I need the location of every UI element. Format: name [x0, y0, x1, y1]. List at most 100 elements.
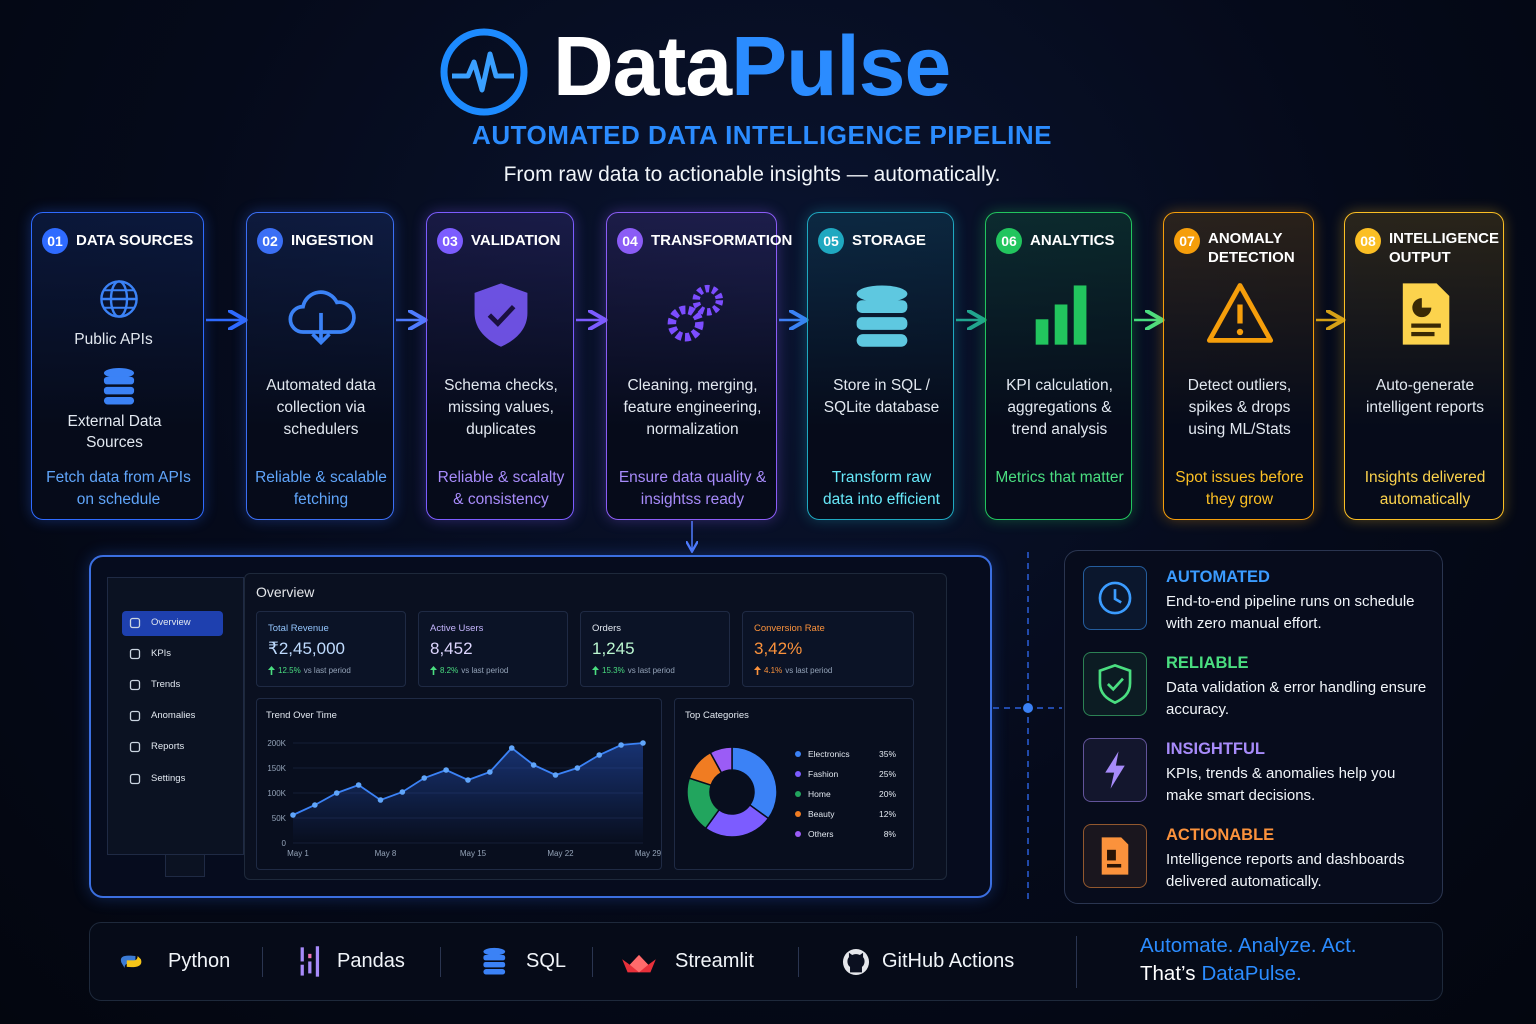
decor [129, 617, 141, 629]
area [293, 743, 643, 843]
point [333, 790, 340, 796]
decor [1411, 331, 1435, 337]
decor [103, 376, 134, 385]
up-arrow [268, 666, 275, 675]
decor [268, 666, 275, 675]
link-dot [1023, 703, 1033, 713]
legend-value: 12% [879, 809, 896, 819]
icon [1035, 285, 1086, 345]
legend-value: 35% [879, 749, 896, 759]
decor [1035, 319, 1048, 345]
up-arrow [754, 666, 761, 675]
decor [1098, 663, 1132, 705]
legend-value: 20% [879, 789, 896, 799]
x-tick-label: May 22 [547, 849, 574, 858]
kpi-label: Active Users [430, 623, 484, 634]
x-tick-label: May 1 [287, 849, 309, 858]
nav-icon [129, 679, 141, 691]
decor [129, 679, 141, 691]
tech-name: Streamlit [675, 950, 754, 972]
step-number: 03 [437, 228, 463, 254]
step-title: INTELLIGENCE OUTPUT [1389, 230, 1500, 266]
x-tick-label: May 15 [460, 849, 487, 858]
icon [1402, 283, 1450, 345]
decor [308, 961, 312, 974]
legend-label: Electronics [808, 749, 850, 759]
step-title: TRANSFORMATION [651, 232, 793, 249]
step-card: 02 INGESTION Automated data collection via… [246, 212, 394, 520]
decor [129, 648, 141, 660]
nav-icon [129, 617, 141, 629]
decor [629, 954, 649, 973]
source-label: Public APIs [74, 331, 153, 348]
nav-icon [129, 648, 141, 660]
kpi-change: 4.1% [764, 666, 783, 675]
separator [440, 947, 441, 977]
monitor-stand [165, 855, 205, 877]
title-main: Data [553, 19, 732, 113]
icon [622, 954, 656, 973]
nav-item: Trends [151, 679, 181, 690]
decor [856, 334, 907, 347]
decor [483, 954, 506, 961]
step-highlight: Reliable & scalalty & consistency [437, 469, 565, 508]
point [596, 752, 603, 758]
decor [308, 953, 312, 959]
y-tick-label: 0 [282, 839, 287, 848]
decor [667, 305, 704, 342]
step-number: 05 [818, 228, 844, 254]
step-description: Store in SQL / SQLite database [823, 377, 940, 416]
logo-pulse [452, 51, 514, 93]
tech-name: Pandas [337, 950, 405, 972]
decor [300, 964, 304, 976]
point [377, 797, 384, 803]
decor [103, 396, 134, 405]
feature-text: KPIs, trends & anomalies help you make s… [1166, 765, 1396, 804]
nav-icon [129, 741, 141, 753]
feature-title: INSIGHTFUL [1166, 740, 1265, 758]
point [530, 762, 537, 768]
icon [1105, 751, 1125, 789]
tech-bar [89, 922, 1443, 1001]
decor [126, 956, 142, 968]
kpi-change: 12.5% [278, 666, 301, 675]
kpi-change-row: 8.2% vs last period [430, 666, 508, 675]
decor [129, 773, 141, 785]
step-card: 01 DATA SOURCES Public APIs External Data S… [31, 212, 204, 520]
feature-text: Data validation & error handling ensure … [1166, 679, 1427, 718]
feature-text: Intelligence reports and dashboards deli… [1166, 851, 1405, 890]
chart-box [674, 698, 914, 870]
kpi-label: Conversion Rate [754, 623, 825, 634]
decor [856, 317, 907, 330]
step-title: VALIDATION [471, 232, 561, 249]
feature-icon-box [1083, 824, 1147, 888]
decor [1412, 298, 1432, 318]
decor [1073, 285, 1086, 345]
decor [474, 283, 528, 347]
step-description: Cleaning, merging, feature engineering, … [623, 377, 762, 438]
step-description: Detect outliers, spikes & drops using ML… [1187, 377, 1292, 438]
kpi-change: 15.3% [602, 666, 625, 675]
step-title: DATA SOURCES [76, 232, 194, 249]
donut-slice [731, 746, 778, 820]
step-title: STORAGE [852, 232, 926, 249]
legend-dot [795, 791, 801, 797]
legend-label: Fashion [808, 769, 839, 779]
decor [129, 710, 141, 722]
point [312, 802, 318, 808]
nav-active [122, 611, 223, 636]
decor [1098, 581, 1132, 615]
point [355, 782, 362, 788]
y-tick-label: 150K [267, 764, 286, 773]
decor [1105, 751, 1125, 789]
kpi-label: Orders [592, 623, 622, 634]
legend-dot [795, 771, 801, 777]
tech-name: SQL [526, 950, 567, 972]
nav-item: Anomalies [151, 710, 196, 721]
step-highlight: Metrics that matter [995, 469, 1124, 486]
step-card: 07 ANOMALY DETECTION Detect outliers, spik… [1163, 212, 1314, 520]
icon [1101, 837, 1129, 875]
point [487, 769, 493, 775]
